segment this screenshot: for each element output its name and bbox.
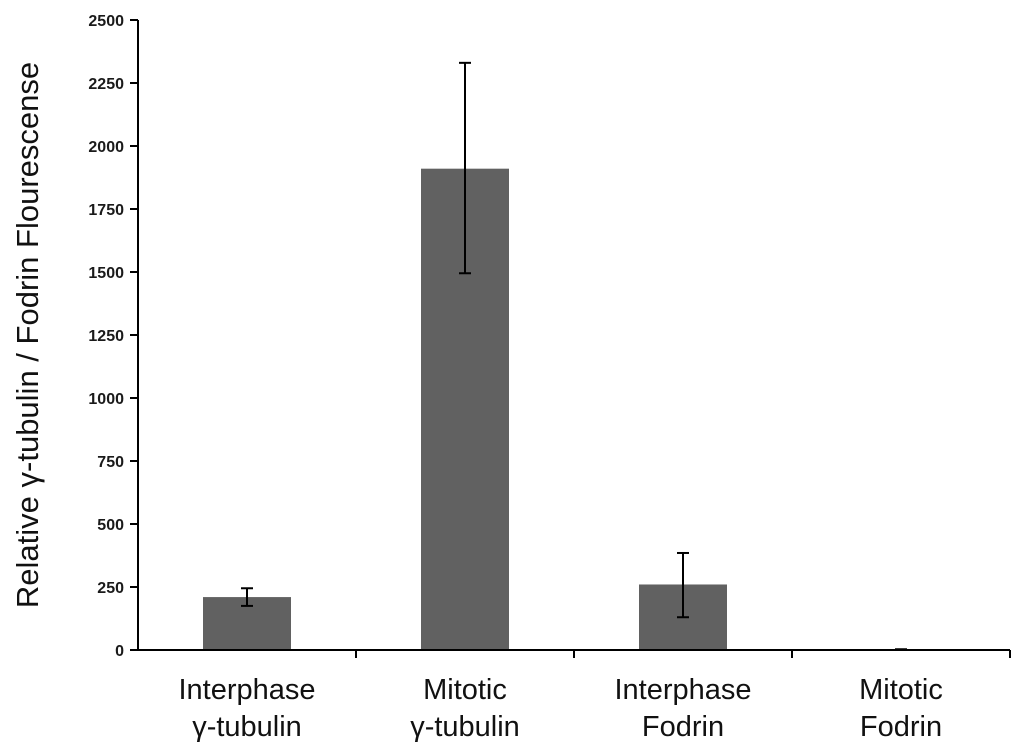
y-tick-label: 250	[97, 580, 124, 597]
y-tick-label: 2500	[88, 13, 124, 30]
x-axis-ticks	[355, 650, 1011, 658]
x-category-label: Mitotic Fodrin	[859, 674, 943, 743]
x-category-label: Interphase γ-tubulin	[178, 674, 315, 743]
y-tick-label: 1000	[88, 391, 124, 408]
bars	[203, 168, 945, 650]
x-axis-labels: Interphase γ-tubulin Mitotic γ-tubulin Inter…	[178, 674, 942, 743]
y-tick-label: 0	[115, 643, 124, 660]
x-category-label: Mitotic γ-tubulin	[410, 674, 520, 743]
y-tick-label: 1500	[88, 265, 124, 282]
y-tick-label: 1250	[88, 328, 124, 345]
y-tick-label: 750	[97, 454, 124, 471]
error-bars	[241, 61, 907, 651]
x-category-label: Interphase Fodrin	[614, 674, 751, 743]
y-tick-label: 2000	[88, 139, 124, 156]
y-tick-label: 2250	[88, 76, 124, 93]
y-axis-title: Relative γ-tubulin / Fodrin Flourescense	[10, 62, 45, 608]
y-tick-label: 1750	[88, 202, 124, 219]
y-axis-ticks: 0 250 500 750 1000 1250 1500 1750 2000 2250 2500	[88, 13, 138, 660]
y-tick-label: 500	[97, 517, 124, 534]
